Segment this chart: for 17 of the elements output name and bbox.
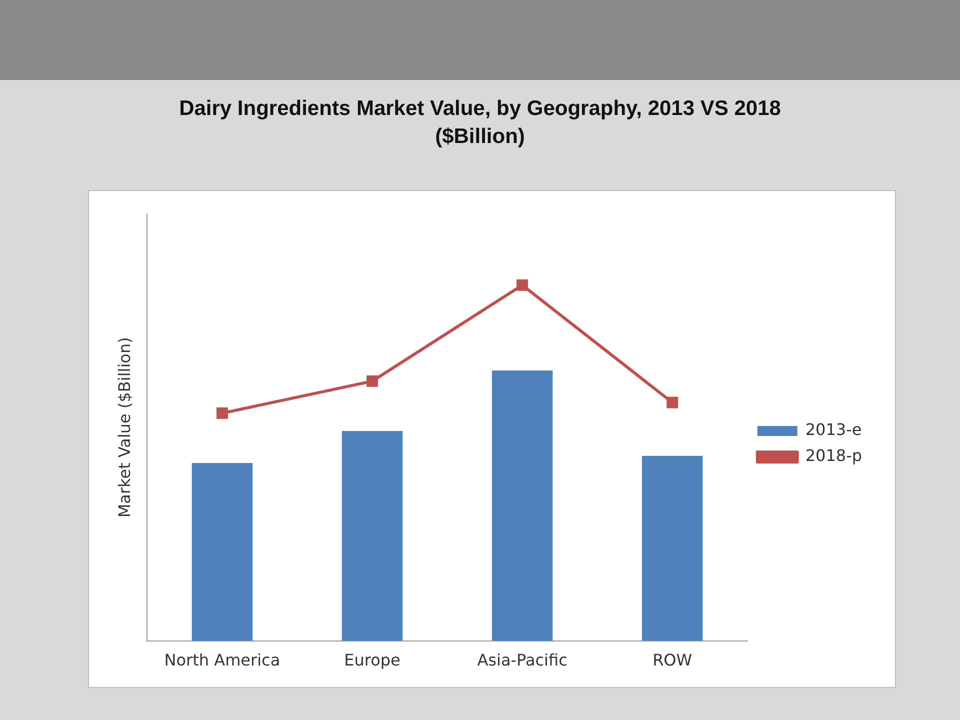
point: [666, 396, 678, 408]
chart-subtitle: ($Billion): [434, 124, 526, 150]
bar: [642, 456, 703, 641]
point: [216, 407, 228, 419]
bar: [492, 370, 553, 641]
x-tick-label: ROW: [652, 650, 692, 670]
x-tick-label: North America: [164, 650, 280, 670]
y-axis-title: Market Value ($Billion): [114, 337, 134, 518]
bar: [192, 462, 253, 641]
x-tick-label: Europe: [344, 650, 400, 670]
legend-label: 2018-p: [805, 446, 862, 466]
point: [516, 279, 528, 291]
legend-label: 2013-e: [805, 420, 862, 440]
bar: [342, 430, 403, 641]
chart-title: Dairy Ingredients Market Value, by Geography, 2013 VS 2018: [178, 96, 782, 122]
point: [366, 375, 378, 387]
x-tick-label: Asia-Pacific: [477, 650, 568, 670]
